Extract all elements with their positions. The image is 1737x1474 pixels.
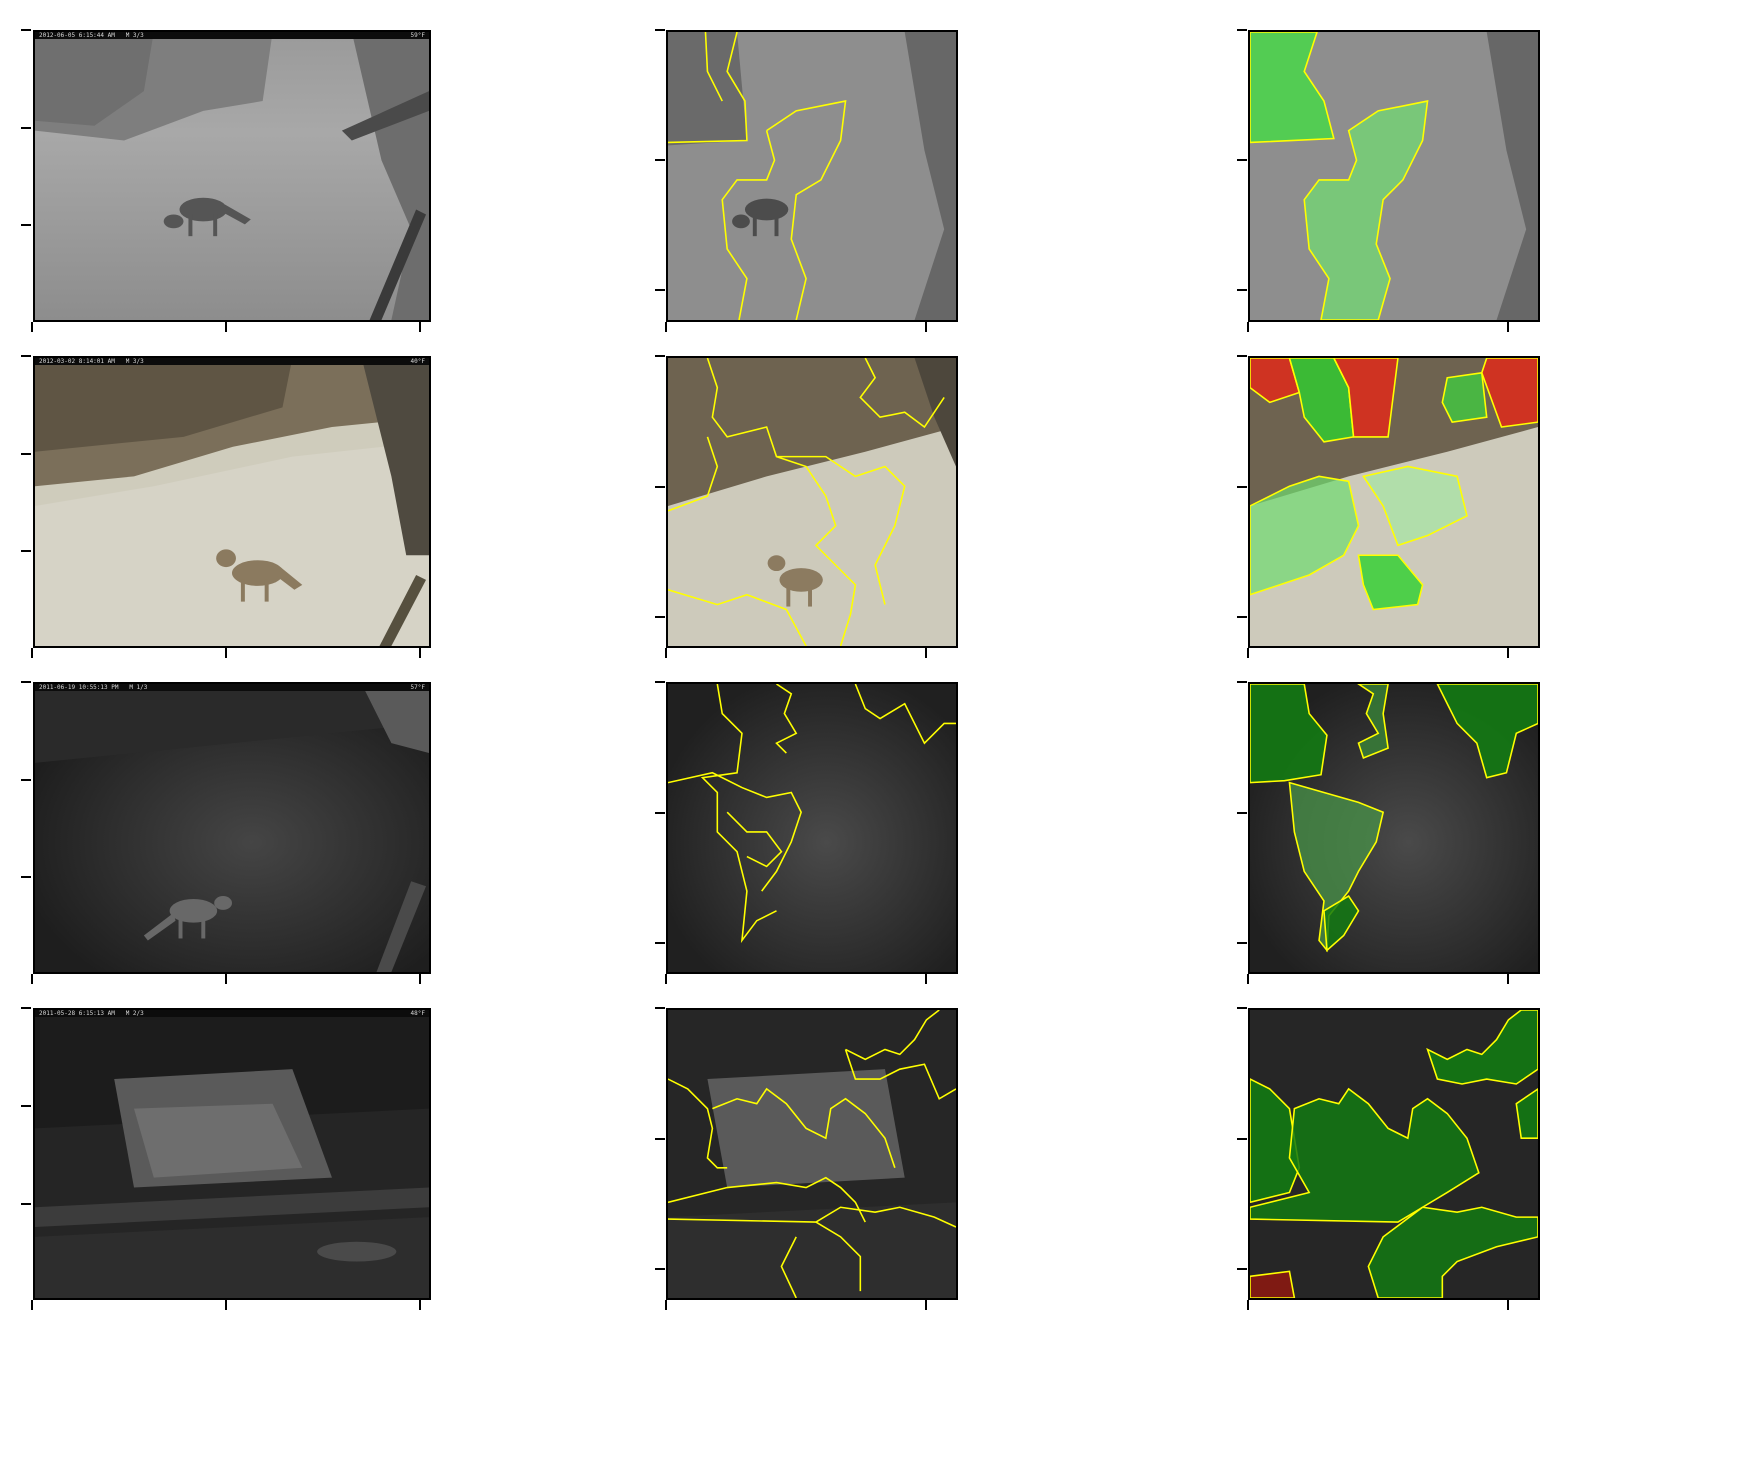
original-image-row-1: 2012-06-05 6:15:44 AM M 3/3 59°F (33, 30, 431, 322)
timestamp-text: 2012-06-05 6:15:44 AM (39, 32, 115, 39)
y-tick (21, 1105, 31, 1107)
y-tick (655, 159, 665, 161)
y-tick (655, 1007, 665, 1009)
x-tick (31, 648, 33, 658)
y-tick (21, 453, 31, 455)
explanation-overlay-row-3 (1248, 682, 1540, 974)
x-tick (665, 648, 667, 658)
y-tick (21, 127, 31, 129)
y-tick (655, 616, 665, 618)
temperature-text: 40°F (410, 358, 425, 365)
y-tick (1237, 681, 1247, 683)
frame-text: M 3/3 (125, 358, 144, 365)
timestamp-bar: 2011-05-28 6:15:13 AM M 2/3 48°F (35, 1010, 429, 1017)
explanation-overlay-row-2 (1248, 356, 1540, 648)
explanation-overlay-row-1 (1248, 30, 1540, 322)
x-tick (419, 974, 421, 984)
explanation-overlay-row-4 (1248, 1008, 1540, 1300)
y-tick (655, 1138, 665, 1140)
frame-text: M 3/3 (125, 32, 144, 39)
y-tick (1237, 616, 1247, 618)
superpixel-boundaries-row-4 (666, 1008, 958, 1300)
y-tick (21, 224, 31, 226)
temperature-text: 59°F (410, 32, 425, 39)
y-tick (1237, 1138, 1247, 1140)
y-tick (655, 29, 665, 31)
x-tick (225, 974, 227, 984)
x-tick (31, 322, 33, 332)
y-tick (1237, 486, 1247, 488)
x-tick (665, 322, 667, 332)
x-tick (225, 648, 227, 658)
x-tick (1507, 1300, 1509, 1310)
superpixel-boundaries-row-2 (666, 356, 958, 648)
y-tick (21, 876, 31, 878)
timestamp-text: 2011-05-28 6:15:13 AM (39, 1010, 115, 1017)
timestamp-bar: 2011-06-19 10:55:13 PM M 1/3 57°F (35, 684, 429, 691)
x-tick (1247, 974, 1249, 984)
y-tick (21, 1007, 31, 1009)
y-tick (655, 942, 665, 944)
y-tick (21, 779, 31, 781)
x-tick (1247, 648, 1249, 658)
temperature-text: 48°F (410, 1010, 425, 1017)
y-tick (1237, 29, 1247, 31)
x-tick (665, 1300, 667, 1310)
temperature-text: 57°F (410, 684, 425, 691)
timestamp-text: 2012-03-02 8:14:01 AM (39, 358, 115, 365)
timestamp-bar: 2012-03-02 8:14:01 AM M 3/3 40°F (35, 358, 429, 365)
y-tick (655, 1268, 665, 1270)
x-tick (419, 1300, 421, 1310)
y-tick (21, 29, 31, 31)
y-tick (655, 812, 665, 814)
y-tick (655, 355, 665, 357)
y-tick (21, 681, 31, 683)
x-tick (925, 1300, 927, 1310)
y-tick (655, 289, 665, 291)
original-image-row-4: 2011-05-28 6:15:13 AM M 2/3 48°F (33, 1008, 431, 1300)
original-image-row-3: 2011-06-19 10:55:13 PM M 1/3 57°F (33, 682, 431, 974)
x-tick (419, 322, 421, 332)
y-tick (1237, 355, 1247, 357)
y-tick (1237, 289, 1247, 291)
y-tick (1237, 159, 1247, 161)
y-tick (655, 486, 665, 488)
x-tick (1247, 322, 1249, 332)
coyote-figure (163, 197, 251, 237)
timestamp-bar: 2012-06-05 6:15:44 AM M 3/3 59°F (35, 32, 429, 39)
y-tick (1237, 1268, 1247, 1270)
x-tick (1507, 648, 1509, 658)
y-tick (1237, 812, 1247, 814)
superpixel-boundaries-row-1 (666, 30, 958, 322)
x-tick (1507, 322, 1509, 332)
x-tick (31, 974, 33, 984)
superpixel-boundaries-row-3 (666, 682, 958, 974)
x-tick (225, 1300, 227, 1310)
x-tick (925, 648, 927, 658)
x-tick (1247, 1300, 1249, 1310)
x-tick (925, 322, 927, 332)
y-tick (21, 355, 31, 357)
y-tick (21, 1203, 31, 1205)
y-tick (1237, 942, 1247, 944)
x-tick (665, 974, 667, 984)
x-tick (925, 974, 927, 984)
x-tick (31, 1300, 33, 1310)
frame-text: M 1/3 (129, 684, 148, 691)
x-tick (1507, 974, 1509, 984)
y-tick (655, 681, 665, 683)
original-image-row-2: 2012-03-02 8:14:01 AM M 3/3 40°F (33, 356, 431, 648)
y-tick (1237, 1007, 1247, 1009)
timestamp-text: 2011-06-19 10:55:13 PM (39, 684, 119, 691)
x-tick (225, 322, 227, 332)
x-tick (419, 648, 421, 658)
frame-text: M 2/3 (125, 1010, 144, 1017)
y-tick (21, 550, 31, 552)
